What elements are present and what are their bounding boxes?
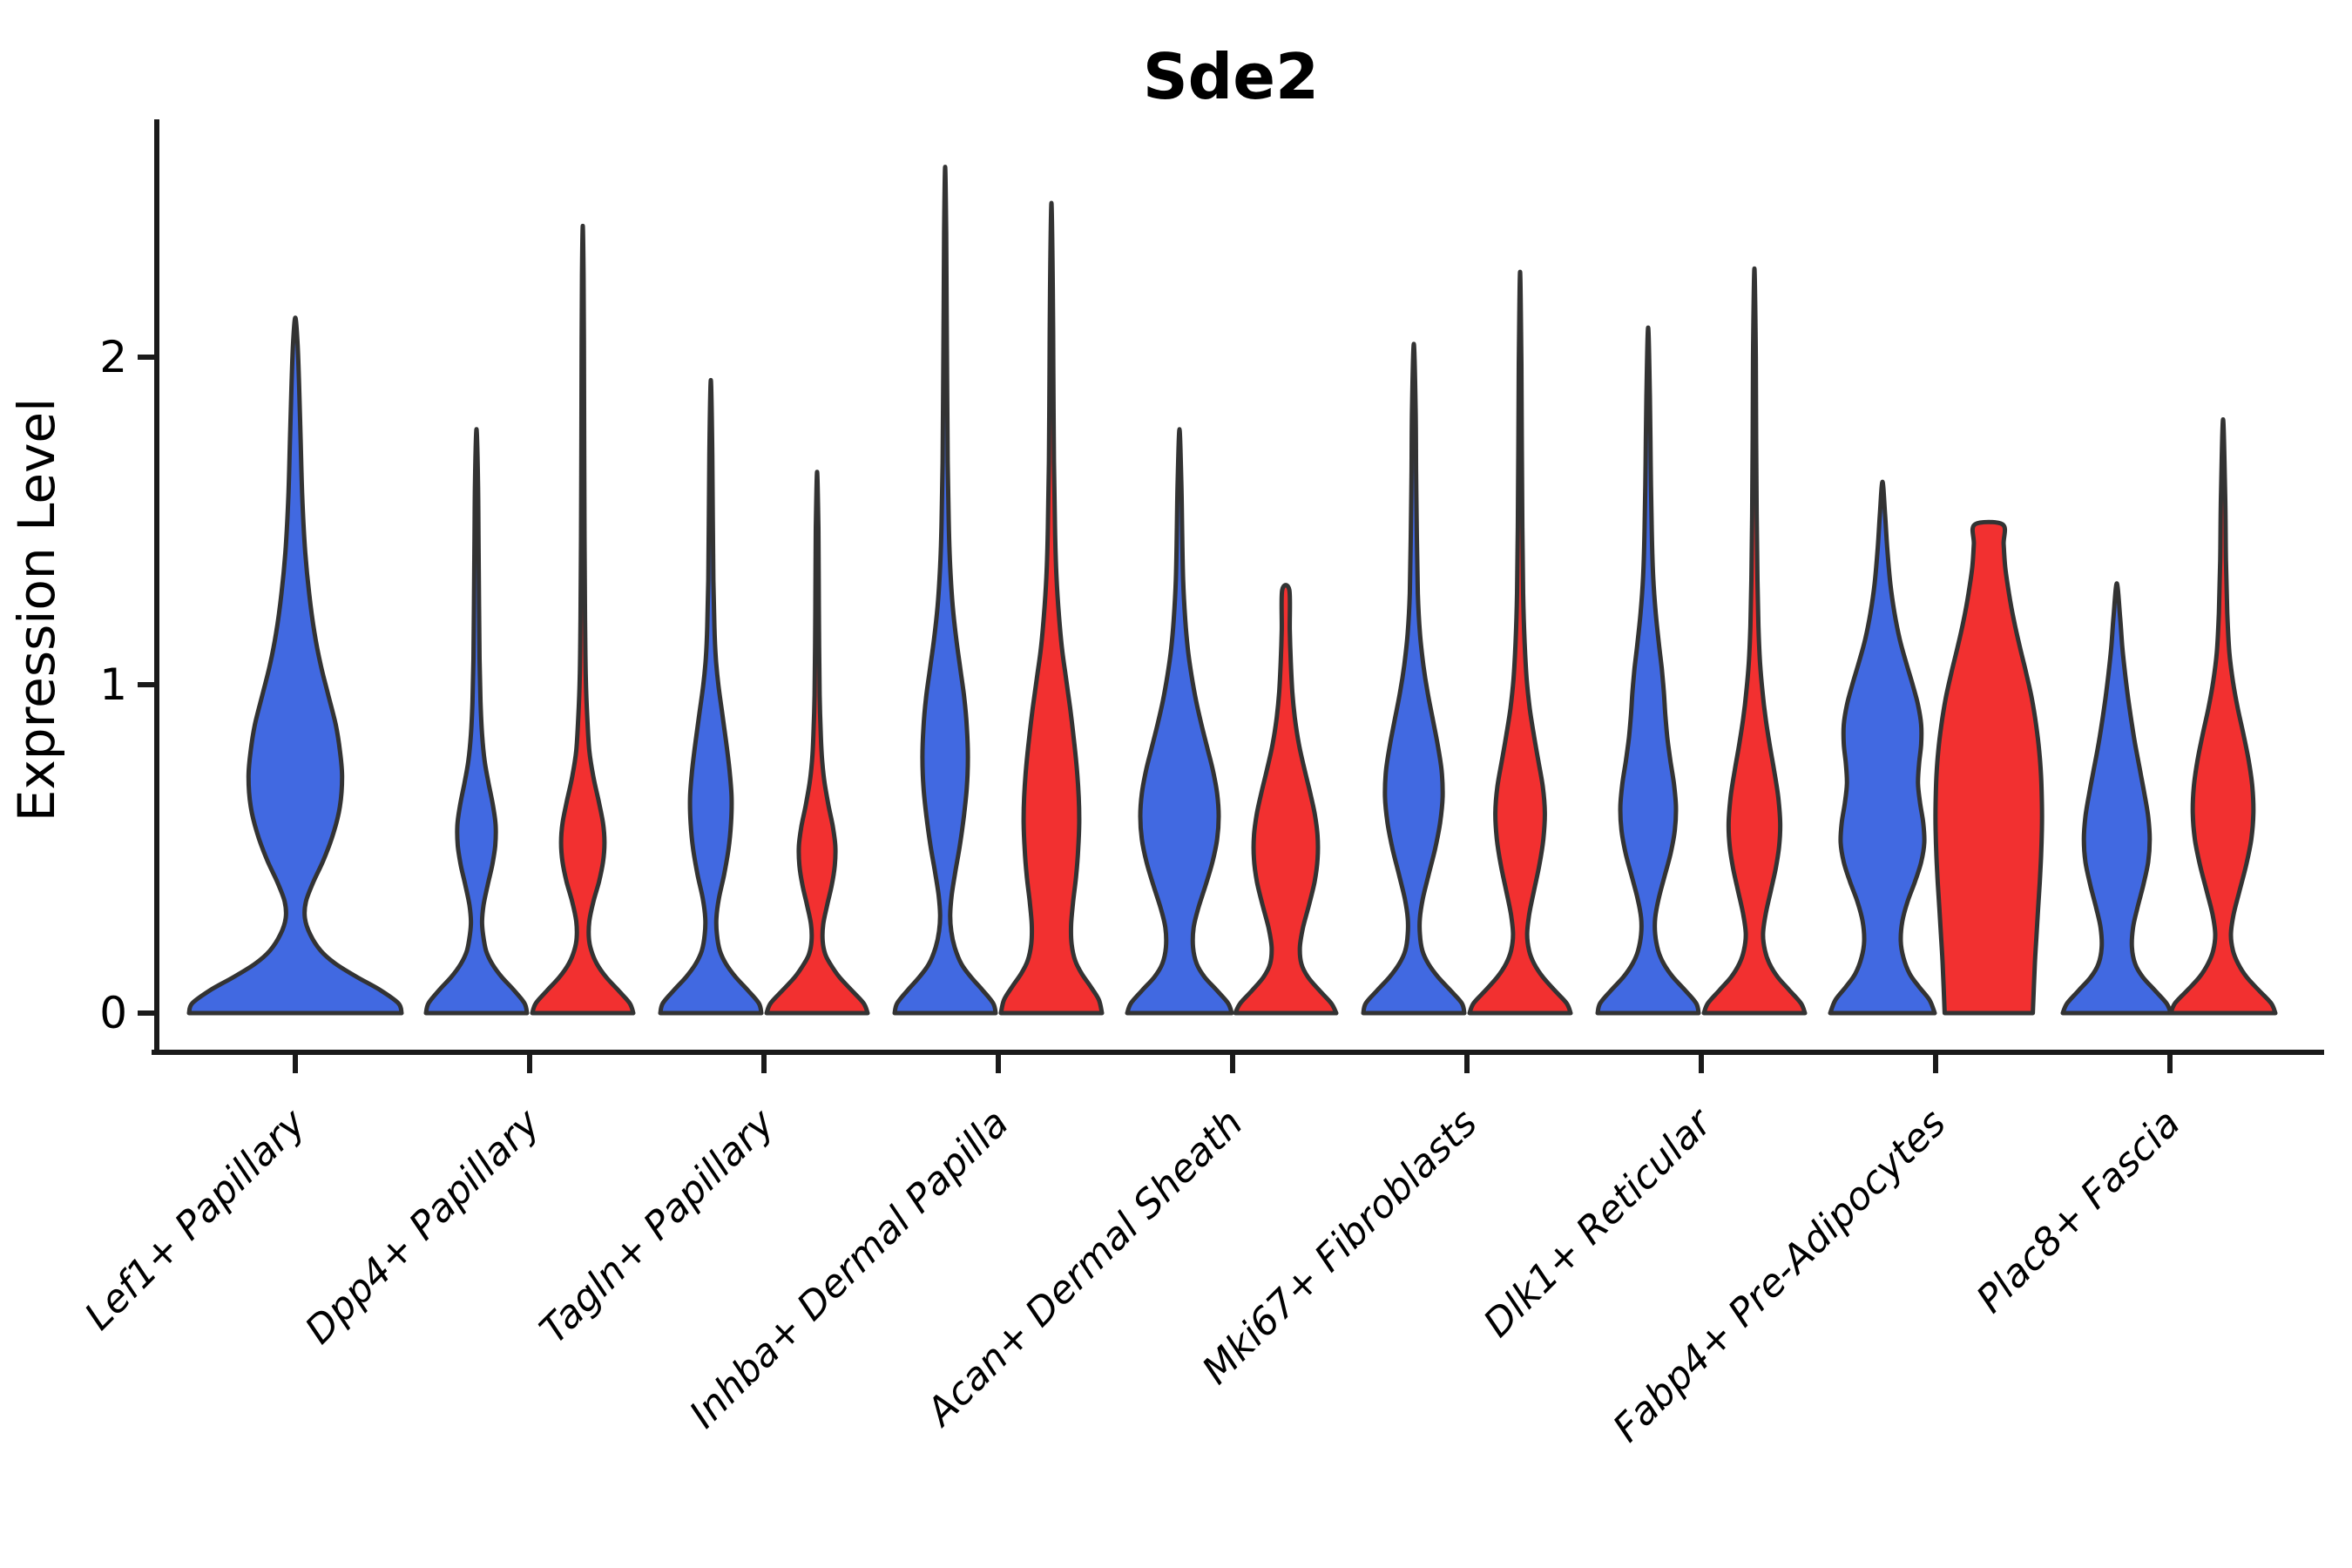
x-tick-label: Plac8+ Fascia: [1968, 1101, 2188, 1321]
violin-red-tagln-papillary: [764, 470, 870, 1016]
violins-layer: [186, 165, 2278, 1016]
x-tick-label: Dlk1+ Reticular: [1475, 1099, 1721, 1346]
y-tick-label-0: 0: [99, 988, 127, 1038]
violin-blue-inhba-dermal-papilla: [892, 165, 998, 1016]
violin-red-dlk1-reticular: [1701, 266, 1808, 1016]
y-tick-label-2: 2: [99, 332, 127, 382]
violin-red-dpp4-papillary: [530, 223, 636, 1016]
violin-red-acan-dermal-sheath: [1233, 583, 1339, 1016]
y-axis-label: Expression Level: [7, 398, 66, 821]
violin-blue-dpp4-papillary: [423, 427, 530, 1016]
violin-blue-acan-dermal-sheath: [1125, 427, 1234, 1016]
x-tick-label: Tagln+ Papillary: [531, 1100, 783, 1352]
x-tick-label: Dpp4+ Papillary: [297, 1100, 550, 1353]
violin-red-inhba-dermal-papilla: [998, 200, 1105, 1016]
violin-blue-mki67-fibroblasts: [1361, 341, 1467, 1016]
violin-red-plac8-fascia: [2168, 417, 2278, 1016]
violin-blue-dlk1-reticular: [1595, 325, 1701, 1016]
violin-blue-plac8-fascia: [2060, 581, 2173, 1016]
violin-red-fabp4-pre-adipocytes: [1933, 519, 2044, 1016]
y-tick-label-1: 1: [99, 659, 127, 710]
x-ticks-layer: [293, 1052, 2173, 1073]
violin-blue-tagln-papillary: [658, 377, 764, 1016]
violin-red-mki67-fibroblasts: [1467, 269, 1573, 1016]
violin-blue-lef1-papillary: [186, 315, 404, 1016]
chart-title: Sde2: [1143, 40, 1319, 113]
violin-blue-fabp4-pre-adipocytes: [1828, 479, 1937, 1016]
x-tick-label: Lef1+ Papillary: [77, 1100, 315, 1339]
